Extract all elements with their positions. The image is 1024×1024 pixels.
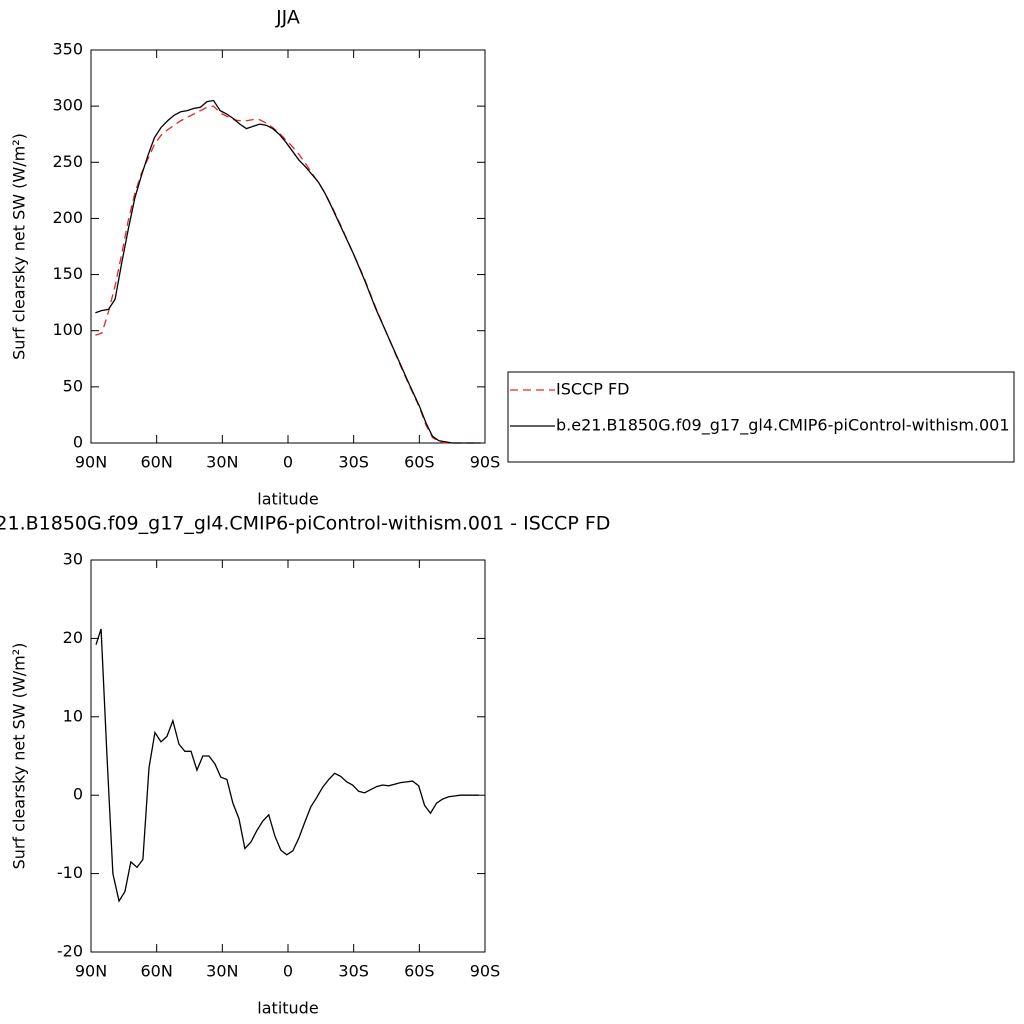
x-tick-label: 30N xyxy=(206,453,238,472)
x-tick-label: 90N xyxy=(75,453,107,472)
x-tick-label: 60S xyxy=(404,962,435,981)
data-line xyxy=(95,628,479,903)
y-tick-label: 10 xyxy=(63,706,83,725)
x-tick-label: 90N xyxy=(75,962,107,981)
legend-box xyxy=(507,371,1015,463)
y-axis-label: Surf clearsky net SW (W/m²) xyxy=(10,133,29,360)
panel: b.e21.B1850G.f09_g17_gl4.CMIP6-piControl… xyxy=(0,513,610,1018)
x-tick-label: 30N xyxy=(206,962,238,981)
x-tick-label: 90S xyxy=(470,453,501,472)
y-tick-label: 250 xyxy=(52,152,83,171)
x-axis-label: latitude xyxy=(257,999,318,1018)
y-tick-label: 100 xyxy=(52,320,83,339)
x-tick-label: 30S xyxy=(338,453,369,472)
y-tick-label: -20 xyxy=(57,942,83,961)
panel: JJA 0 50 100 150 200 250 300 350 90N 60N 30N 0 30S 60S… xyxy=(10,7,1015,509)
y-tick-label: -10 xyxy=(57,863,83,882)
chart-title: JJA xyxy=(275,7,300,29)
x-tick-label: 30S xyxy=(338,962,369,981)
plot-frame xyxy=(90,559,486,953)
y-tick-label: 150 xyxy=(52,264,83,283)
chart-title: b.e21.B1850G.f09_g17_gl4.CMIP6-piControl… xyxy=(0,513,610,535)
legend-label: ISCCP FD xyxy=(556,380,629,399)
x-axis-label: latitude xyxy=(257,490,318,509)
y-tick-label: 20 xyxy=(63,628,83,647)
y-tick-label: 350 xyxy=(52,40,83,59)
x-tick-label: 0 xyxy=(283,962,293,981)
y-tick-label: 300 xyxy=(52,96,83,115)
y-tick-label: 0 xyxy=(73,785,83,804)
y-axis-label: Surf clearsky net SW (W/m²) xyxy=(10,643,29,870)
y-tick-label: 50 xyxy=(63,376,83,395)
data-line xyxy=(95,99,481,444)
x-tick-label: 60S xyxy=(404,453,435,472)
legend: ISCCP FD b.e21.B1850G.f09_g17_gl4.CMIP6-p… xyxy=(507,371,1015,463)
legend-label: b.e21.B1850G.f09_g17_gl4.CMIP6-piControl… xyxy=(556,416,1010,436)
data-line xyxy=(95,105,481,444)
y-tick-label: 30 xyxy=(63,550,83,569)
x-tick-label: 60N xyxy=(141,453,173,472)
x-tick-label: 60N xyxy=(141,962,173,981)
x-tick-label: 0 xyxy=(283,453,293,472)
plot-frame xyxy=(90,49,486,444)
y-tick-label: 200 xyxy=(52,208,83,227)
x-tick-label: 90S xyxy=(470,962,501,981)
y-tick-label: 0 xyxy=(73,433,83,452)
